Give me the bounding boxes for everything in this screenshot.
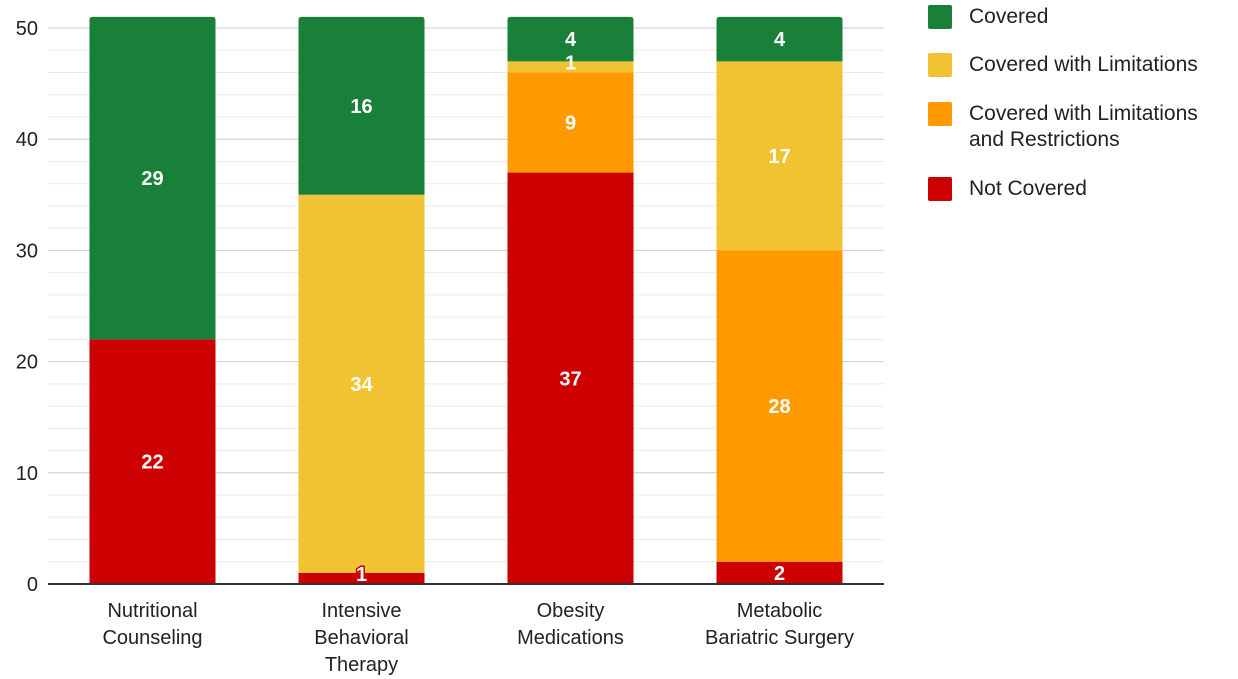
legend-swatch-covered-with-limitations-and-restrictions — [928, 102, 952, 126]
legend-item-covered-with-limitations[interactable]: Covered with Limitations — [928, 52, 1198, 78]
data-label: 2 — [774, 563, 785, 585]
y-tick-label: 10 — [16, 463, 38, 485]
bar-segment — [298, 572, 425, 584]
bar-segment — [298, 194, 425, 573]
bar-segment — [89, 16, 216, 340]
bar-segment — [507, 72, 634, 173]
legend-item-not-covered[interactable]: Not Covered — [928, 176, 1087, 202]
data-label: 1 — [565, 52, 576, 74]
data-label: 29 — [141, 168, 163, 190]
data-label: 9 — [565, 113, 576, 135]
bar-segment — [507, 172, 634, 584]
bar-segment — [716, 561, 843, 584]
legend-swatch-covered — [928, 5, 952, 29]
data-label: 37 — [559, 368, 581, 390]
data-label: 22 — [141, 452, 163, 474]
x-tick-label: Obesity — [537, 600, 605, 622]
legend-label-not-covered: Not Covered — [969, 177, 1087, 200]
y-tick-label: 20 — [16, 352, 38, 374]
data-label: 4 — [774, 29, 786, 51]
data-label: 28 — [768, 396, 790, 418]
bar-segment — [716, 61, 843, 251]
x-tick-label: Therapy — [325, 654, 398, 676]
legend-label-covered-with-limitations: Covered with Limitations — [969, 53, 1198, 76]
legend-label-covered: Covered — [969, 5, 1049, 28]
x-tick-label: Nutritional — [107, 600, 197, 622]
y-tick-label: 30 — [16, 240, 38, 262]
legend-swatch-covered-with-limitations — [928, 53, 952, 77]
legend-label-covered-with-limitations-and-restrictions: Covered with Limitations and Restriction… — [969, 102, 1198, 151]
legend-item-covered[interactable]: Covered — [928, 4, 1048, 30]
bar-segment — [298, 16, 425, 195]
bar-segment — [507, 61, 634, 73]
axis-layer: 0 10 20 30 40 50 Nutritional Counseling Intensiv… — [16, 18, 884, 676]
data-label: 1 — [356, 564, 367, 586]
x-tick-label: Bariatric Surgery — [705, 627, 854, 649]
x-tick-label: Intensive — [321, 600, 401, 622]
x-tick-label: Counseling — [102, 627, 202, 649]
data-label: 4 — [565, 29, 577, 51]
data-label: 17 — [768, 146, 790, 168]
y-tick-label: 40 — [16, 129, 38, 151]
legend-item-covered-with-limitations-and-restrictions[interactable]: Covered with Limitations and Restriction… — [928, 101, 1198, 153]
bar-segment — [716, 250, 843, 562]
bars-layer — [89, 16, 843, 584]
legend-swatch-not-covered — [928, 177, 952, 201]
data-label: 34 — [350, 374, 373, 396]
y-tick-label: 0 — [27, 574, 38, 596]
y-tick-label: 50 — [16, 18, 38, 40]
bar-segment — [716, 16, 843, 62]
x-tick-label: Metabolic — [737, 600, 823, 622]
bar-segment — [507, 16, 634, 62]
data-label: 16 — [350, 96, 372, 118]
x-tick-label: Behavioral — [314, 627, 409, 649]
x-tick-label: Medications — [517, 627, 624, 649]
bar-segment — [89, 339, 216, 584]
